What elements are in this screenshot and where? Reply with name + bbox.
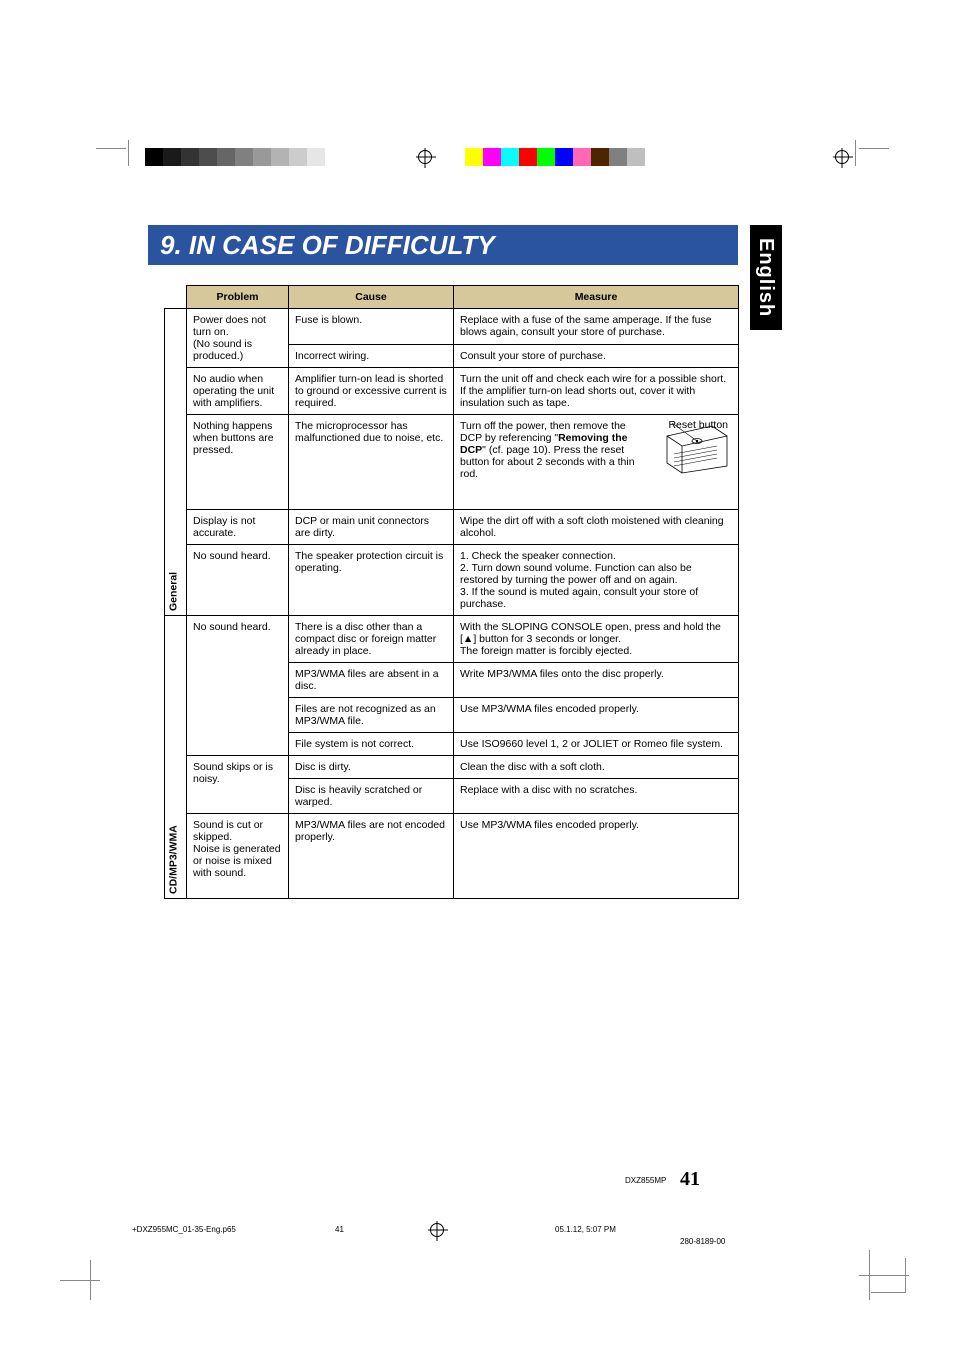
category-label: CD/MP3/WMA — [165, 616, 187, 899]
reset-button-icon — [662, 421, 732, 476]
table-row: Display is not accurate.DCP or main unit… — [165, 510, 739, 545]
measure-cell: Wipe the dirt off with a soft cloth mois… — [454, 510, 739, 545]
crop-mark — [128, 140, 129, 166]
table-row: No audio when operating the unit with am… — [165, 368, 739, 415]
measure-cell: Write MP3/WMA files onto the disc proper… — [454, 663, 739, 698]
problem-cell: No sound heard. — [187, 545, 289, 616]
registration-mark-icon — [430, 1223, 444, 1237]
crop-mark — [855, 140, 856, 166]
language-tab: English — [750, 225, 782, 330]
section-title: 9. IN CASE OF DIFFICULTY — [148, 225, 738, 265]
crop-mark — [871, 1258, 906, 1293]
color-bar — [465, 148, 663, 166]
footer-code: 280-8189-00 — [680, 1237, 725, 1246]
measure-cell: Replace with a disc with no scratches. — [454, 779, 739, 814]
table-row: Sound is cut or skipped.Noise is generat… — [165, 814, 739, 899]
problem-cell: Power does not turn on.(No sound is prod… — [187, 309, 289, 368]
troubleshooting-table: Problem Cause Measure GeneralPower does … — [164, 285, 739, 899]
problem-cell: Display is not accurate. — [187, 510, 289, 545]
problem-cell: Sound skips or is noisy. — [187, 756, 289, 814]
cause-cell: Disc is heavily scratched or warped. — [289, 779, 454, 814]
registration-mark-icon — [418, 150, 432, 164]
header-measure: Measure — [454, 286, 739, 309]
cause-cell: The microprocessor has malfunctioned due… — [289, 415, 454, 510]
problem-cell: No audio when operating the unit with am… — [187, 368, 289, 415]
measure-cell: With the SLOPING CONSOLE open, press and… — [454, 616, 739, 663]
measure-cell: Replace with a fuse of the same amperage… — [454, 309, 739, 345]
model-number: DXZ855MP — [625, 1176, 666, 1185]
cause-cell: File system is not correct. — [289, 733, 454, 756]
cause-cell: There is a disc other than a compact dis… — [289, 616, 454, 663]
problem-cell: Sound is cut or skipped.Noise is generat… — [187, 814, 289, 899]
cause-cell: MP3/WMA files are absent in a disc. — [289, 663, 454, 698]
header-problem: Problem — [187, 286, 289, 309]
footer-page: 41 — [335, 1225, 344, 1234]
registration-mark-icon — [835, 150, 849, 164]
crop-mark — [859, 148, 889, 149]
measure-cell: Clean the disc with a soft cloth. — [454, 756, 739, 779]
problem-cell: No sound heard. — [187, 616, 289, 756]
blank-header — [165, 286, 187, 309]
table-row: No sound heard.The speaker protection ci… — [165, 545, 739, 616]
measure-cell: Use MP3/WMA files encoded properly. — [454, 814, 739, 899]
page-number: 41 — [680, 1168, 700, 1191]
measure-cell: Use MP3/WMA files encoded properly. — [454, 698, 739, 733]
crop-mark — [96, 148, 126, 149]
header-cause: Cause — [289, 286, 454, 309]
cause-cell: Amplifier turn-on lead is shorted to gro… — [289, 368, 454, 415]
measure-cell: Turn the unit off and check each wire fo… — [454, 368, 739, 415]
measure-cell: Consult your store of purchase. — [454, 344, 739, 367]
category-label: General — [165, 309, 187, 616]
cause-cell: The speaker protection circuit is operat… — [289, 545, 454, 616]
measure-cell: 1. Check the speaker connection.2. Turn … — [454, 545, 739, 616]
grayscale-bar — [145, 148, 343, 166]
table-row: Sound skips or is noisy.Disc is dirty.Cl… — [165, 756, 739, 779]
cause-cell: Incorrect wiring. — [289, 344, 454, 367]
cause-cell: DCP or main unit connectors are dirty. — [289, 510, 454, 545]
cause-cell: Files are not recognized as an MP3/WMA f… — [289, 698, 454, 733]
footer-date: 05.1.12, 5:07 PM — [555, 1225, 616, 1234]
table-row: GeneralPower does not turn on.(No sound … — [165, 309, 739, 345]
footer-filename: +DXZ955MC_01-35-Eng.p65 — [132, 1225, 236, 1234]
cause-cell: MP3/WMA files are not encoded properly. — [289, 814, 454, 899]
table-row: CD/MP3/WMANo sound heard.There is a disc… — [165, 616, 739, 663]
table-row: Nothing happens when buttons are pressed… — [165, 415, 739, 510]
measure-cell: Use ISO9660 level 1, 2 or JOLIET or Rome… — [454, 733, 739, 756]
cause-cell: Fuse is blown. — [289, 309, 454, 345]
cause-cell: Disc is dirty. — [289, 756, 454, 779]
crop-mark — [60, 1260, 100, 1300]
measure-cell: Turn off the power, then remove the DCP … — [454, 415, 739, 510]
problem-cell: Nothing happens when buttons are pressed… — [187, 415, 289, 510]
